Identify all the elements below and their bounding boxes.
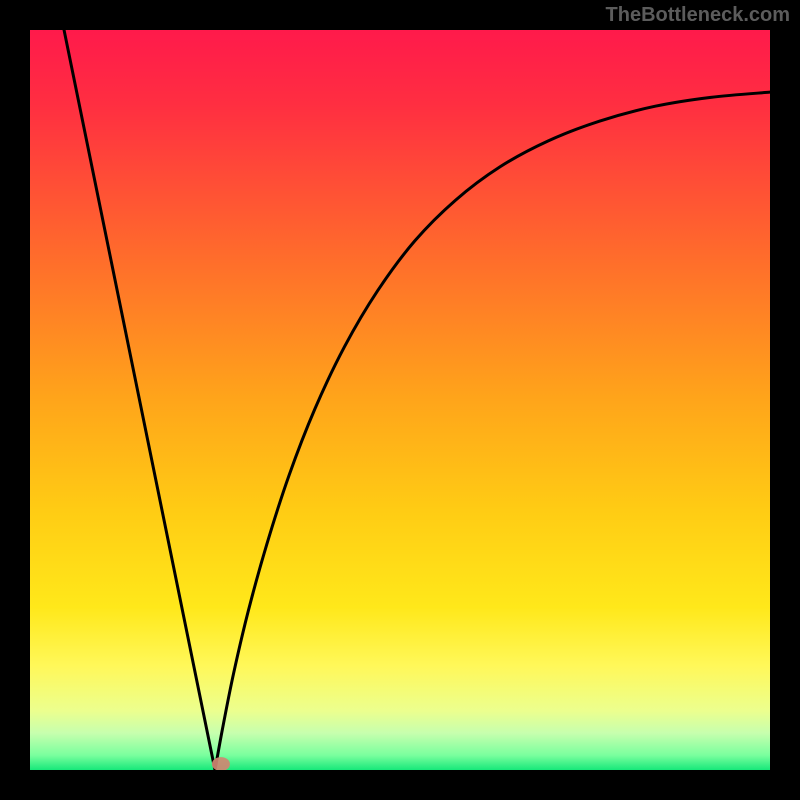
attribution-label: TheBottleneck.com <box>606 4 790 27</box>
plot-area <box>30 30 770 770</box>
chart-container: TheBottleneck.com <box>0 0 800 800</box>
plot-svg <box>30 30 770 770</box>
